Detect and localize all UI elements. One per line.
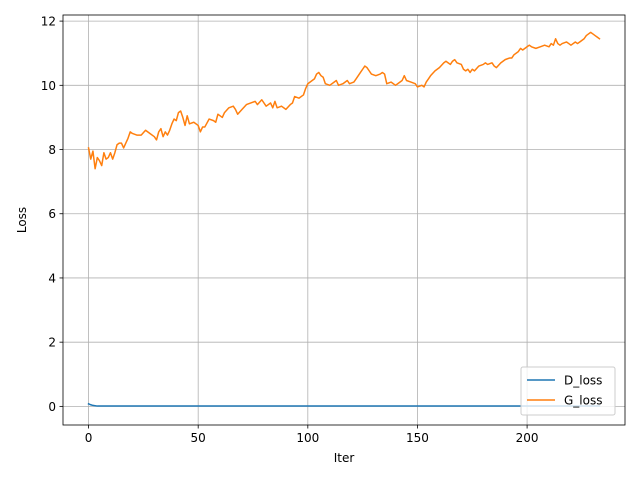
axes-frame	[62, 14, 626, 426]
x-tick-label: 150	[406, 431, 429, 445]
x-tick-label: 0	[85, 431, 93, 445]
axis-ticks: 0 50 100 150 200 0 2 4 6 8 10 12	[41, 15, 539, 445]
y-axis-label: Loss	[15, 207, 29, 233]
legend-label: D_loss	[564, 374, 602, 388]
y-tick-label: 0	[48, 400, 56, 414]
series-line-d-loss	[87, 402, 601, 407]
legend-box	[520, 366, 616, 416]
y-tick-label: 6	[48, 207, 56, 221]
y-tick-label: 4	[48, 271, 56, 285]
x-axis-label: Iter	[334, 451, 355, 465]
x-tick-label: 100	[296, 431, 319, 445]
legend-label: G_loss	[564, 394, 602, 408]
plot-area-background	[63, 15, 625, 425]
y-tick-label: 2	[48, 336, 56, 350]
plot-series	[87, 31, 601, 407]
legend: D_loss G_loss	[520, 366, 616, 416]
series-line-g-loss	[87, 31, 601, 170]
y-tick-label: 10	[41, 79, 56, 93]
y-tick-label: 8	[48, 143, 56, 157]
y-tick-label: 12	[41, 15, 56, 29]
x-tick-label: 200	[516, 431, 539, 445]
x-tick-label: 50	[191, 431, 206, 445]
